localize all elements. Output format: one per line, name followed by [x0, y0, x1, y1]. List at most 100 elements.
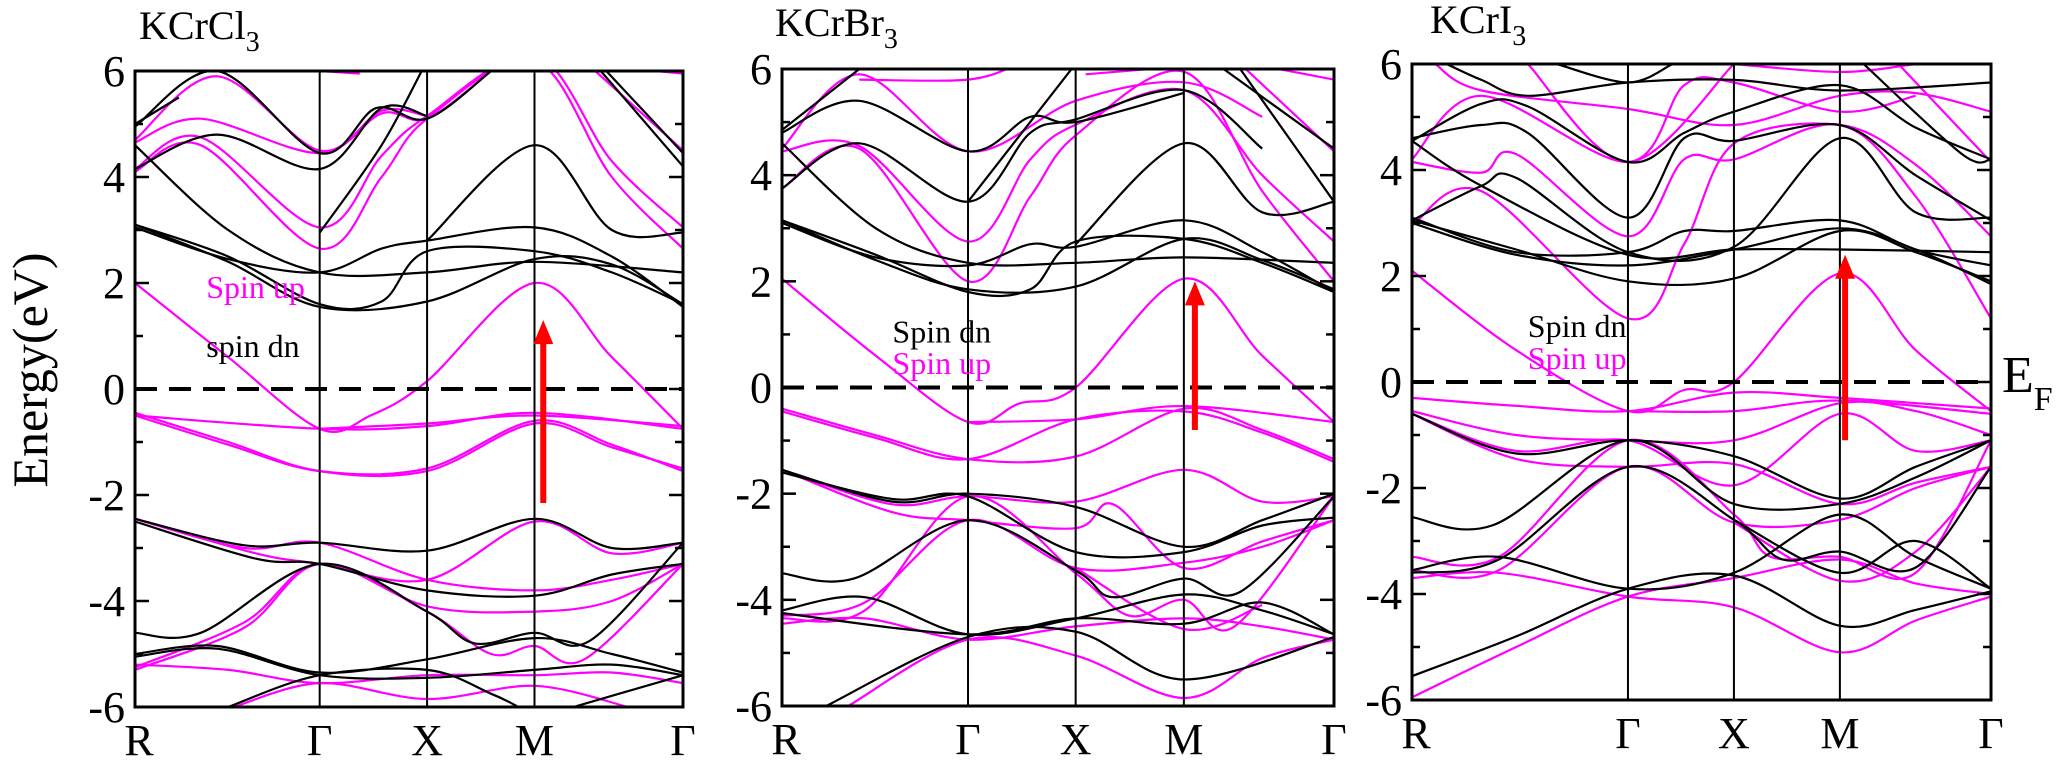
y-tick-label: 6 — [1380, 40, 1402, 89]
spin-dn-band — [782, 219, 1334, 293]
spin-up-band — [967, 404, 1334, 424]
spin-dn-band — [573, 674, 683, 707]
spin-up-band — [319, 414, 683, 430]
spin-dn-band — [1412, 465, 1991, 574]
k-point-label: M — [1164, 715, 1203, 762]
spin-dn-band — [782, 468, 1334, 548]
spin-up-band — [1412, 123, 1991, 319]
spin-dn-band — [782, 91, 1185, 153]
spin-up-band — [1627, 399, 1991, 415]
k-point-label: M — [515, 716, 554, 762]
spin-up-band — [1412, 570, 1991, 654]
spin-up-band — [1897, 64, 1991, 163]
spin-dn-band — [782, 69, 860, 131]
spin-dn-band — [135, 636, 683, 674]
spin-up-band — [1412, 558, 1991, 699]
spin-up-band — [782, 69, 1334, 283]
y-tick-label: 0 — [750, 364, 772, 413]
y-tick-label: 4 — [750, 151, 772, 200]
y-tick-label: -6 — [735, 682, 772, 731]
spin-dn-band — [135, 225, 683, 308]
spin-up-band — [847, 636, 1334, 706]
spin-up-band — [135, 75, 428, 153]
k-point-label: Γ — [955, 715, 980, 762]
spin-dn-band — [135, 223, 683, 311]
spin-dn-band — [135, 541, 683, 647]
spin-dn-band — [782, 219, 1334, 298]
spin-dn-band — [782, 601, 1334, 636]
spin-up-band — [1434, 64, 1991, 127]
k-point-label: R — [771, 715, 801, 762]
y-tick-label: -2 — [88, 471, 125, 520]
title-subscript: 3 — [245, 27, 260, 58]
ef-main: E — [2002, 347, 2034, 404]
spin-up-band — [1278, 69, 1334, 81]
spin-dn-band — [782, 219, 1334, 294]
spin-up-band — [1412, 400, 1991, 445]
panel-title-kcrcl3: KCrCl3 — [139, 6, 260, 57]
k-point-label: Γ — [1978, 709, 2003, 758]
spin-dn-band — [1412, 439, 1991, 531]
bands — [1412, 64, 1991, 699]
spin-up-band — [782, 616, 1334, 641]
spin-up-band — [782, 468, 1334, 507]
spin-up-band — [135, 71, 683, 250]
bands — [782, 69, 1334, 706]
spin-dn-band — [135, 71, 492, 155]
y-tick-label: 2 — [103, 259, 125, 308]
k-point-label: R — [124, 716, 154, 762]
spin-up-band — [782, 494, 1334, 632]
spin-up-label: Spin up — [1528, 340, 1627, 376]
spin-up-band — [782, 73, 1263, 153]
k-point-label: R — [1401, 709, 1431, 758]
spin-dn-band — [1412, 572, 1991, 678]
ef-subscript: F — [2033, 381, 2053, 418]
title-subscript: 3 — [883, 24, 898, 55]
spin-dn-band — [599, 71, 683, 168]
y-tick-label: 0 — [1380, 358, 1402, 407]
spin-up-band — [135, 663, 683, 685]
y-tick-label: -4 — [1365, 570, 1402, 619]
k-point-label: Γ — [670, 716, 695, 762]
panel-title-kcrbr3: KCrBr3 — [775, 3, 898, 54]
y-tick-label: 4 — [1380, 146, 1402, 195]
spin-up-band — [1244, 69, 1334, 153]
spin-dn-band — [1412, 121, 1991, 222]
spin-up-band — [135, 517, 683, 592]
panel-title-kcri3: KCrI3 — [1430, 0, 1526, 51]
title-main: KCrCl — [139, 3, 246, 48]
spin-dn-band — [135, 223, 683, 312]
spin-dn-band — [426, 144, 683, 242]
y-tick-label: -2 — [1365, 464, 1402, 513]
k-point-label: M — [1820, 709, 1859, 758]
y-tick-label: 4 — [103, 153, 125, 202]
spin-dn-band — [1862, 64, 1991, 164]
y-tick-label: -2 — [735, 470, 772, 519]
spin-up-band — [1412, 438, 1991, 580]
spin-up-band — [1733, 466, 1991, 583]
spin-dn-band — [1412, 137, 1991, 263]
spin-dn-band — [967, 69, 1073, 203]
arrow-head-icon — [1184, 281, 1205, 306]
y-axis-label: Energy(eV) — [2, 252, 58, 488]
y-tick-label: -6 — [88, 683, 125, 732]
spin-dn-band — [135, 647, 683, 680]
spin-dn-label: Spin dn — [1528, 308, 1627, 344]
y-tick-label: 2 — [1380, 252, 1402, 301]
spin-up-band — [1412, 412, 1991, 506]
k-point-label: Γ — [307, 716, 332, 762]
spin-dn-band — [782, 495, 1334, 599]
spin-dn-band — [135, 520, 683, 598]
spin-up-band — [1412, 412, 1991, 487]
spin-up-band — [135, 517, 683, 583]
spin-dn-band — [1412, 412, 1991, 500]
spin-up-band — [233, 681, 629, 707]
k-point-label: X — [1060, 715, 1092, 762]
spin-up-band — [135, 411, 683, 431]
title-main: KCrBr — [775, 0, 884, 45]
k-point-label: X — [1718, 709, 1750, 758]
y-tick-label: 6 — [750, 45, 772, 94]
spin-dn-band — [227, 667, 520, 707]
